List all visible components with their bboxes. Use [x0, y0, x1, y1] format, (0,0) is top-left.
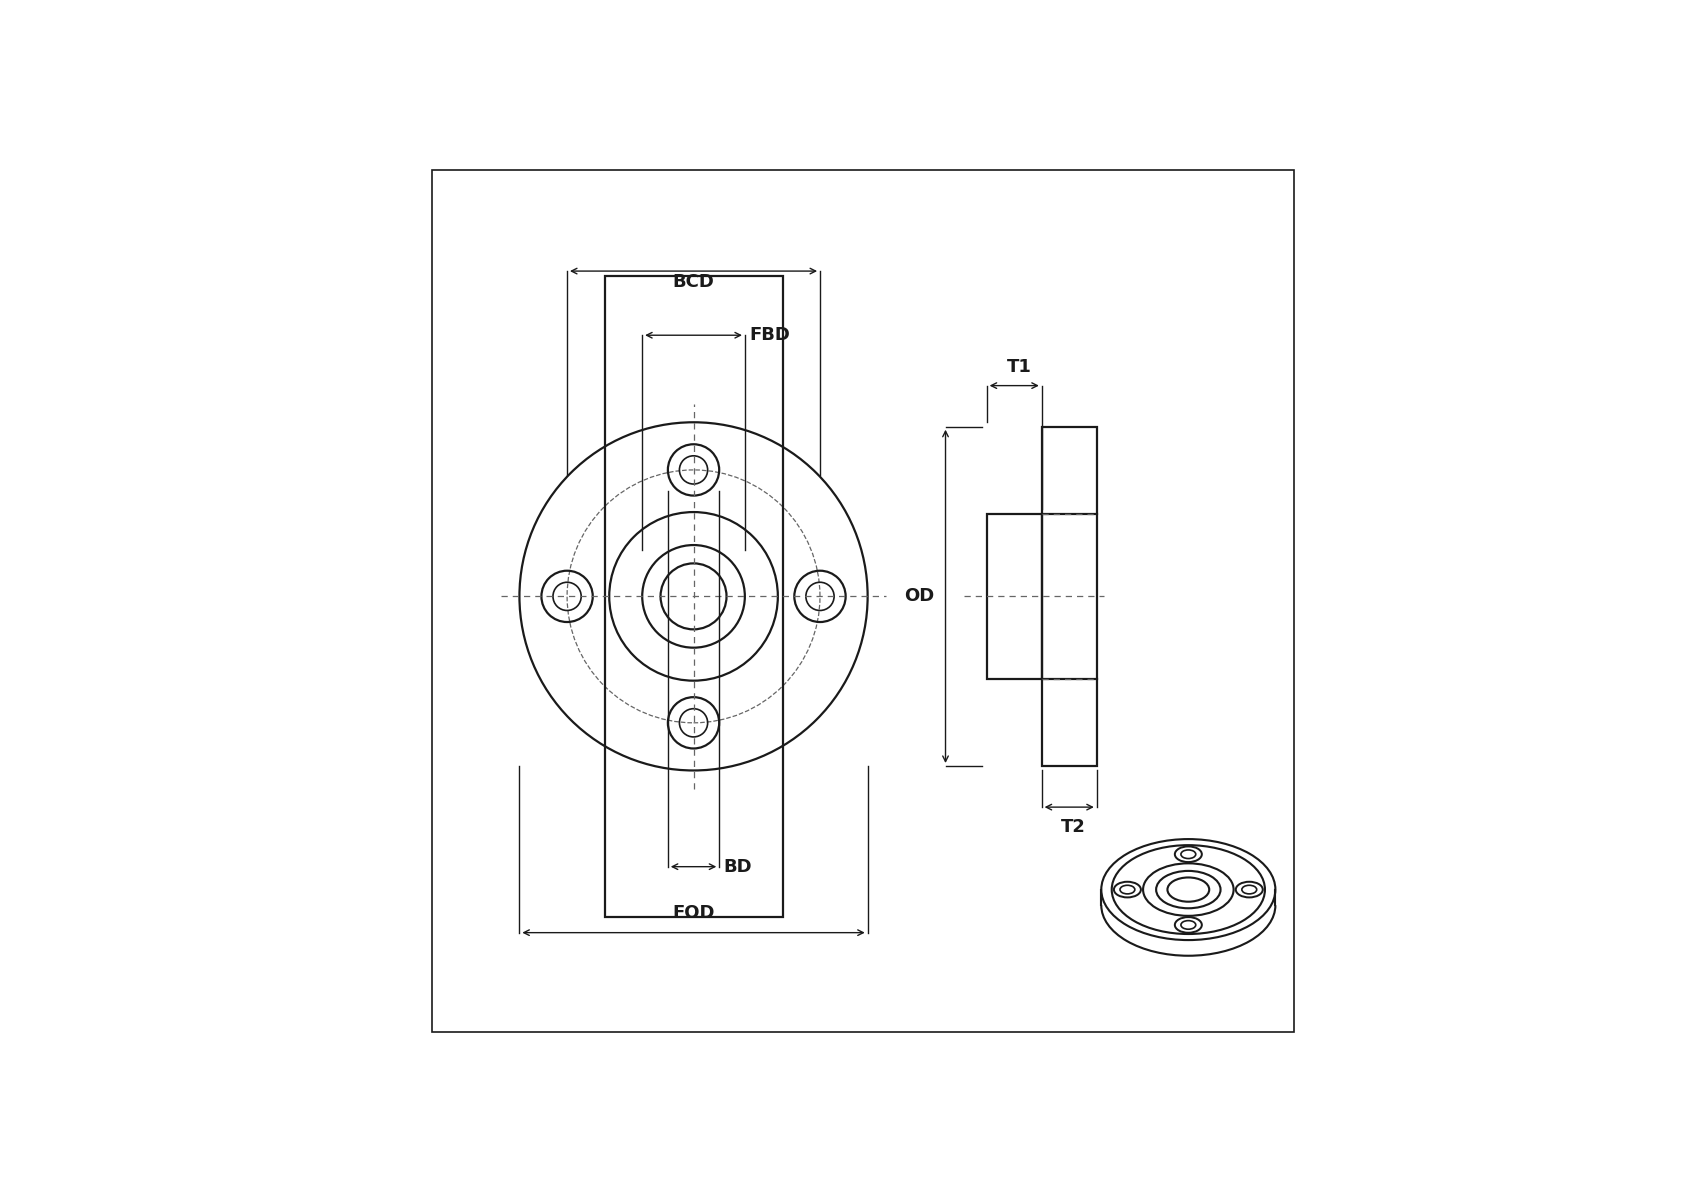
Text: FOD: FOD	[672, 903, 714, 921]
Text: OD: OD	[904, 588, 935, 606]
Text: BCD: BCD	[672, 274, 714, 292]
Text: T1: T1	[1007, 358, 1031, 376]
Text: BD: BD	[724, 858, 753, 876]
Text: FBD: FBD	[749, 326, 790, 344]
Text: T2: T2	[1061, 818, 1086, 837]
